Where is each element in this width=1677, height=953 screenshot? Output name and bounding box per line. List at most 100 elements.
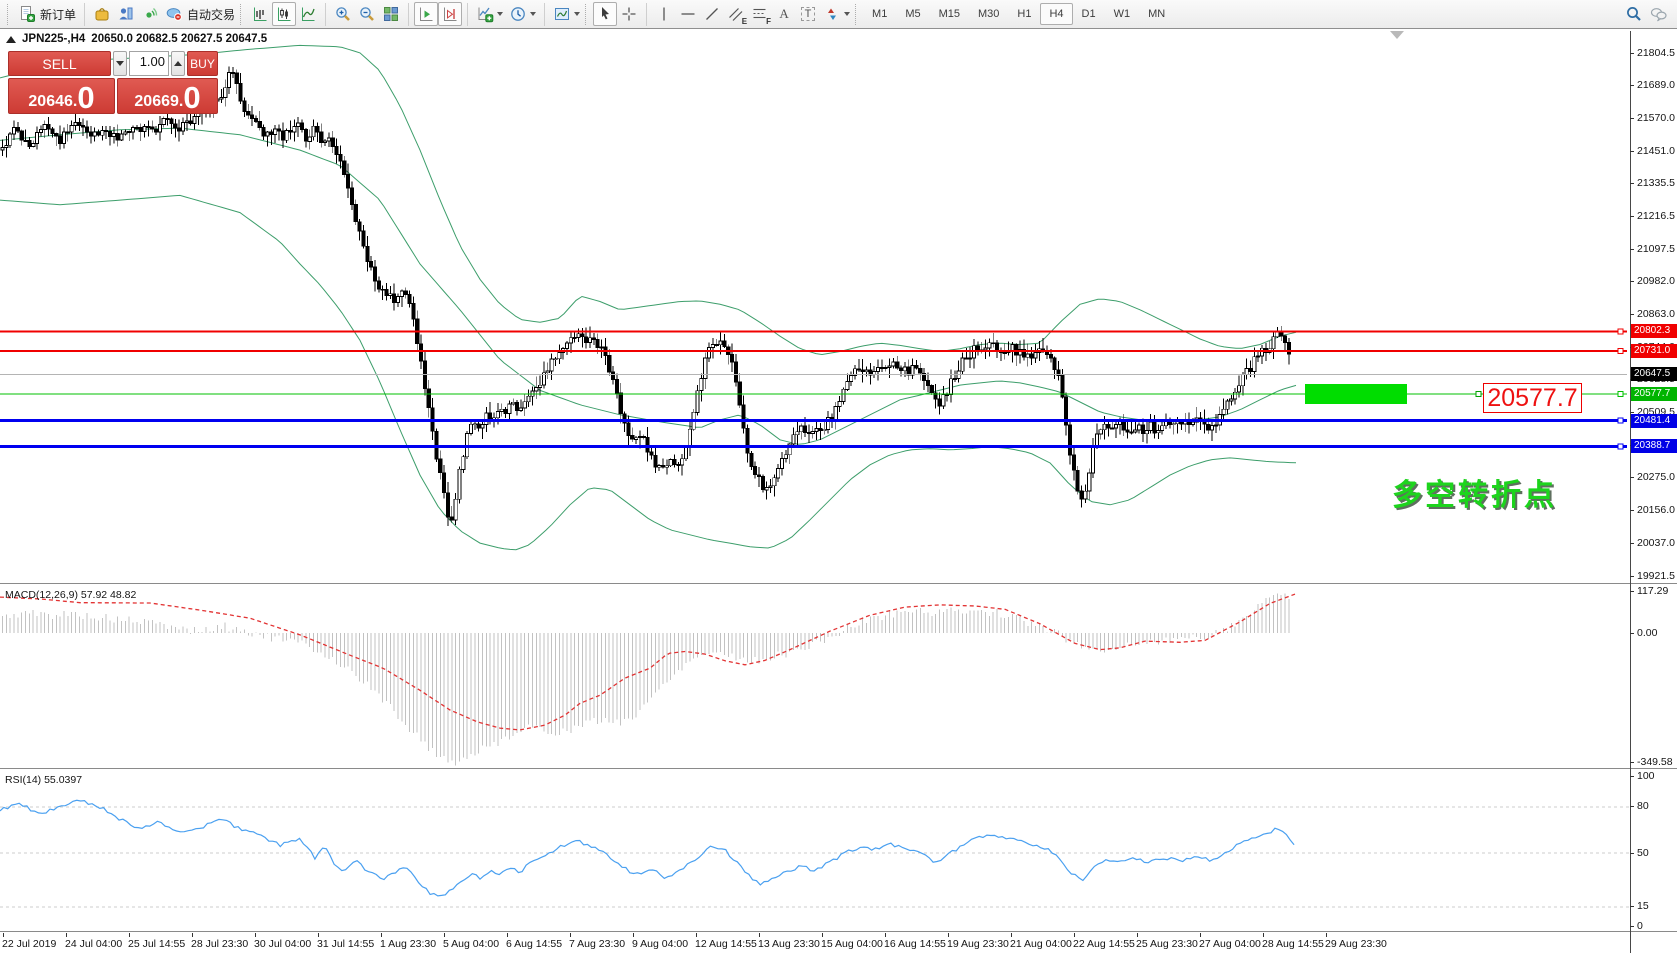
sell-price-main: 20646 <box>28 93 73 110</box>
time-tick-label: 5 Aug 04:00 <box>443 938 500 950</box>
timeframe-button-M5[interactable]: M5 <box>905 8 921 20</box>
price-tick-mark <box>1630 215 1634 217</box>
signals-button[interactable] <box>114 2 138 26</box>
trendline-icon <box>706 8 718 20</box>
rsi-pane-canvas[interactable] <box>0 771 1630 933</box>
equidistant-channel-button[interactable]: E <box>724 2 748 26</box>
pane-separator-highlight <box>0 769 1677 770</box>
time-tick-label: 22 Aug 14:55 <box>1073 938 1135 950</box>
toolbar-drag-handle[interactable] <box>855 3 859 25</box>
trendline-button[interactable] <box>700 2 724 26</box>
vps-button[interactable] <box>138 2 162 26</box>
horizontal-line-button[interactable] <box>676 2 700 26</box>
toolbar-separator <box>544 2 546 26</box>
macd-pane-canvas[interactable] <box>0 586 1630 768</box>
volume-input[interactable]: 1.00 <box>129 51 169 76</box>
time-tick-mark <box>444 933 445 937</box>
price-tick-label: 21097.5 <box>1637 242 1675 255</box>
time-axis[interactable]: 22 Jul 2019 24 Jul 04:00 25 Jul 14:55 28 Ju… <box>0 933 1630 953</box>
time-tick-label: 25 Aug 23:30 <box>1136 938 1198 950</box>
periods-button[interactable] <box>506 2 539 26</box>
price-axis[interactable]: 21804.5 21689.0 21570.0 21451.0 21335.5 21216… <box>1630 31 1677 933</box>
scroll-to-end-icon[interactable] <box>1390 31 1404 39</box>
macd-tick-label: 117.29 <box>1637 584 1669 597</box>
main-chart-canvas[interactable] <box>0 31 1630 583</box>
price-tick-label: 20037.0 <box>1637 537 1675 550</box>
pane-separator <box>0 931 1677 932</box>
price-tick-label: 19921.5 <box>1637 569 1675 582</box>
time-tick-label: 16 Aug 14:55 <box>884 938 946 950</box>
timeframe-button-M15[interactable]: M15 <box>938 8 960 20</box>
text-label-button[interactable]: T <box>796 2 820 26</box>
auto-scroll-button[interactable] <box>414 2 439 26</box>
line-chart-button[interactable] <box>296 2 320 26</box>
time-tick-mark <box>570 933 571 937</box>
time-tick-label: 6 Aug 14:55 <box>506 938 563 950</box>
volume-decrease-button[interactable] <box>113 51 127 76</box>
sell-price-big-digit: 0 <box>77 80 95 115</box>
cursor-button[interactable] <box>593 2 618 26</box>
text-label-icon: T <box>800 7 816 21</box>
one-click-trading-panel: SELL 1.00 BUY 20646. 0 20669. 0 <box>8 51 218 114</box>
timeframe-button-M1[interactable]: M1 <box>872 8 888 20</box>
equidistant-channel-icon <box>729 8 743 21</box>
arrows-icon <box>828 8 837 20</box>
crosshair-icon <box>622 7 636 21</box>
toolbar-drag-handle[interactable] <box>240 3 244 25</box>
rsi-tick-label: 15 <box>1637 900 1649 913</box>
timeframe-button-W1[interactable]: W1 <box>1113 8 1131 20</box>
bar-chart-button[interactable] <box>248 2 272 26</box>
toolbar-separator <box>467 2 469 26</box>
timeframe-button-M30[interactable]: M30 <box>978 8 1000 20</box>
sell-button[interactable]: SELL <box>8 51 111 76</box>
toolbar-drag-handle[interactable] <box>585 3 589 25</box>
timeframe-button-D1[interactable]: D1 <box>1081 8 1096 20</box>
toolbar-separator <box>646 2 648 26</box>
rsi-tick-mark <box>1630 906 1634 908</box>
timeframe-button-MN[interactable]: MN <box>1148 8 1166 20</box>
time-tick-label: 1 Aug 23:30 <box>380 938 437 950</box>
periods-clock-icon <box>511 7 525 21</box>
time-tick-mark <box>822 933 823 937</box>
vertical-line-button[interactable] <box>652 2 676 26</box>
pane-separator[interactable] <box>0 583 1677 584</box>
volume-increase-button[interactable] <box>171 51 185 76</box>
zoom-in-button[interactable] <box>331 2 355 26</box>
templates-button[interactable] <box>550 2 583 26</box>
indicators-button[interactable] <box>473 2 506 26</box>
candlestick-chart-button[interactable] <box>272 2 297 26</box>
time-tick-mark <box>507 933 508 937</box>
toolbar-drag-handle[interactable] <box>7 3 11 25</box>
pane-separator[interactable] <box>0 768 1677 769</box>
market-button[interactable] <box>90 2 114 26</box>
price-tick-mark <box>1630 52 1634 54</box>
search-button[interactable] <box>1622 2 1646 26</box>
chart-shift-button[interactable] <box>438 2 463 26</box>
tile-windows-button[interactable] <box>379 2 403 26</box>
macd-tick-label: 0.00 <box>1637 626 1658 639</box>
chat-button[interactable] <box>1646 2 1672 26</box>
buy-price-big-digit: 0 <box>183 80 201 115</box>
chart-collapse-icon[interactable] <box>6 35 16 43</box>
time-tick-mark <box>192 933 193 937</box>
timeframe-button-H4[interactable]: H4 <box>1040 3 1073 25</box>
annotation-text[interactable]: 多空转折点 <box>1392 478 1557 513</box>
time-tick-label: 24 Jul 04:00 <box>65 938 123 950</box>
new-order-button[interactable]: 新订单 <box>15 2 79 26</box>
time-tick-mark <box>1326 933 1327 937</box>
timeframe-button-H1[interactable]: H1 <box>1017 8 1032 20</box>
text-tool-button[interactable]: A <box>772 2 796 26</box>
zoom-out-button[interactable] <box>355 2 379 26</box>
arrows-button[interactable] <box>820 2 853 26</box>
fibonacci-button[interactable]: F <box>748 2 772 26</box>
time-tick-label: 31 Jul 14:55 <box>317 938 375 950</box>
buy-button[interactable]: BUY <box>187 51 218 76</box>
price-tick-mark <box>1630 150 1634 152</box>
price-line-tag: 20577.7 <box>1631 386 1677 401</box>
chart-title: JPN225-,H4 20650.0 20682.5 20627.5 20647… <box>6 33 267 45</box>
text-tool-icon: A <box>779 6 789 21</box>
crosshair-button[interactable] <box>617 2 641 26</box>
time-tick-label: 29 Aug 23:30 <box>1325 938 1387 950</box>
price-callout-box[interactable]: 20577.7 <box>1483 383 1582 413</box>
autotrading-button[interactable]: 自动交易 <box>162 2 238 26</box>
